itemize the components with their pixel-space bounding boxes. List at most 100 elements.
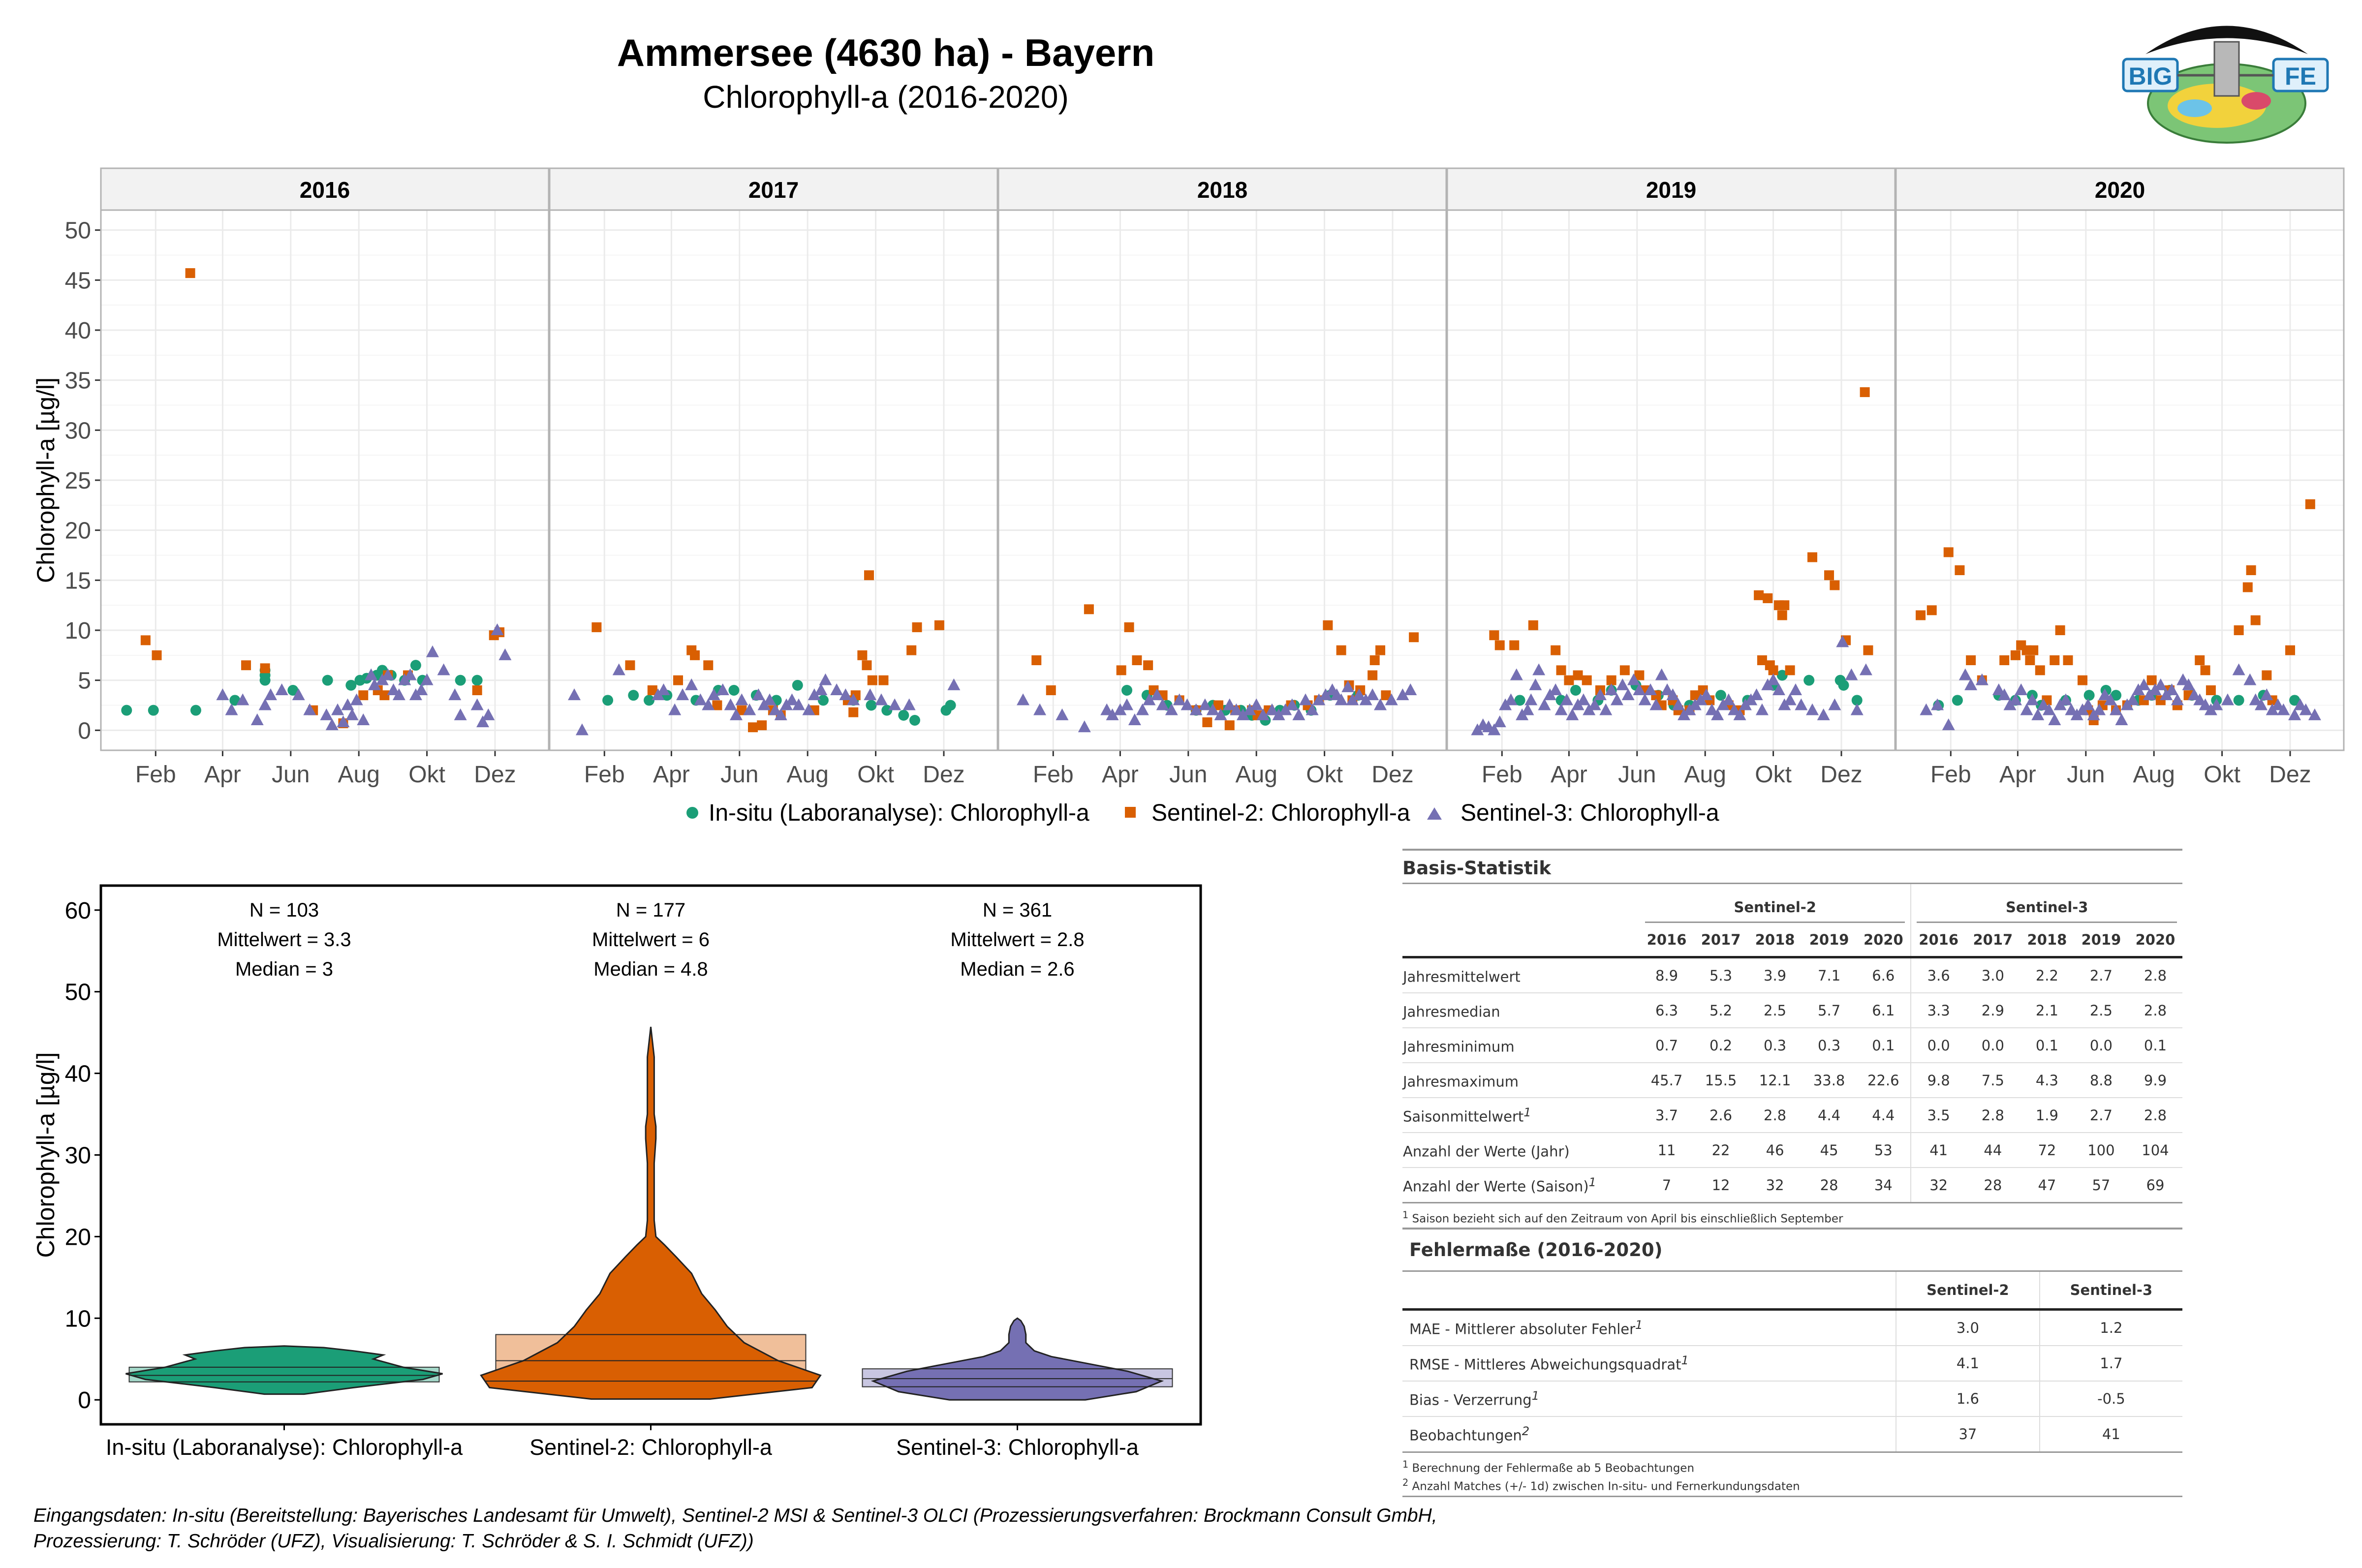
point-sentinel3 — [387, 683, 400, 695]
point-sentinel3 — [575, 723, 589, 736]
basis-cell: 47 — [2020, 1168, 2074, 1203]
basis-cell: 0.3 — [1802, 1028, 1857, 1063]
point-sentinel3 — [1828, 698, 1841, 710]
point-insitu — [322, 675, 333, 686]
point-sentinel3 — [420, 673, 434, 685]
point-sentinel2 — [1785, 665, 1795, 676]
point-sentinel3 — [1711, 708, 1724, 720]
point-sentinel2 — [1606, 675, 1616, 685]
point-sentinel2 — [1143, 660, 1153, 671]
point-sentinel3 — [2126, 693, 2140, 706]
point-insitu — [1121, 685, 1133, 696]
point-sentinel2 — [712, 700, 722, 710]
legend-s2-label: Sentinel-2: Chlorophyll-a — [1151, 800, 1410, 826]
facet-border-2016 — [100, 209, 550, 751]
point-sentinel3 — [2048, 713, 2061, 725]
violin-median-label: Median = 2.6 — [960, 958, 1074, 980]
scatter-y-tick-label: 20 — [65, 518, 91, 544]
facet-x-tick-label: Feb — [1930, 762, 1971, 788]
page-title: Ammersee (4630 ha) - Bayern — [617, 31, 1155, 74]
logo-text-fe: FE — [2285, 62, 2316, 90]
point-sentinel2 — [2146, 675, 2157, 685]
point-sentinel2 — [1690, 690, 1700, 701]
basis-cell: 7.5 — [1965, 1063, 2020, 1098]
point-sentinel3 — [612, 663, 625, 676]
point-sentinel2 — [241, 660, 251, 671]
point-sentinel3 — [236, 693, 249, 706]
point-sentinel2 — [878, 675, 889, 685]
point-sentinel3 — [216, 688, 229, 701]
facet-x-tick-label: Apr — [653, 762, 690, 788]
basis-year-s3-2018: 2018 — [2020, 923, 2074, 958]
point-sentinel3 — [1279, 703, 1292, 715]
point-sentinel3 — [668, 703, 682, 715]
violin-mean-label: Mittelwert = 2.8 — [950, 929, 1084, 951]
point-sentinel3 — [381, 668, 395, 680]
point-sentinel2 — [2010, 650, 2020, 660]
point-insitu — [817, 695, 829, 706]
point-sentinel3 — [1920, 703, 1933, 715]
point-sentinel3 — [1396, 688, 1409, 701]
basis-cell: 34 — [1856, 1168, 1912, 1203]
fehler-cell-s3: 1.7 — [2039, 1346, 2182, 1382]
basis-cell: 0.3 — [1748, 1028, 1803, 1063]
point-sentinel3 — [1100, 703, 1114, 715]
point-sentinel2 — [1528, 620, 1538, 630]
point-sentinel3 — [1346, 693, 1359, 706]
point-sentinel3 — [785, 693, 799, 706]
point-sentinel3 — [902, 698, 916, 710]
point-sentinel3 — [303, 703, 316, 715]
point-sentinel2 — [2206, 685, 2216, 695]
point-sentinel3 — [320, 708, 333, 720]
point-sentinel2 — [1619, 665, 1630, 676]
point-sentinel3 — [1136, 703, 1149, 715]
point-sentinel3 — [2009, 693, 2022, 706]
point-sentinel3 — [368, 678, 381, 690]
fehler-row-label: MAE - Mittlerer absoluter Fehler1 — [1402, 1309, 1896, 1346]
point-sentinel3 — [1243, 703, 1256, 715]
point-sentinel3 — [2260, 688, 2273, 701]
basis-cell: 0.7 — [1640, 1028, 1694, 1063]
basis-cell: 45 — [1802, 1133, 1857, 1168]
facet-x-tick-label: Dez — [2269, 762, 2311, 788]
fehler-cell-s3: -0.5 — [2039, 1381, 2182, 1417]
violin-panel-border — [99, 884, 1202, 1426]
point-sentinel3 — [1106, 708, 1119, 720]
point-sentinel3 — [2059, 693, 2072, 706]
point-sentinel3 — [2031, 708, 2045, 720]
point-sentinel3 — [864, 688, 877, 701]
legend-s3-marker — [1427, 807, 1442, 820]
basis-cell: 9.9 — [2128, 1063, 2182, 1098]
point-sentinel3 — [1795, 698, 1808, 710]
point-sentinel3 — [819, 673, 832, 685]
violin-group-1: N = 177 Mittelwert = 6 Median = 4.8 Sentine… — [480, 899, 822, 1460]
facet-2017: 2017 Feb Apr Jun Aug Okt Dez — [549, 167, 998, 788]
point-insitu — [471, 675, 483, 686]
basis-year-s2-2019: 2019 — [1802, 923, 1857, 958]
point-sentinel2 — [1367, 670, 1378, 680]
point-insitu — [1715, 690, 1726, 701]
basis-year-s2-2018: 2018 — [1748, 923, 1803, 958]
point-sentinel3 — [1577, 693, 1590, 706]
point-sentinel3 — [426, 645, 439, 657]
point-sentinel3 — [1181, 698, 1194, 710]
point-sentinel3 — [1672, 698, 1685, 710]
point-sentinel3 — [258, 698, 272, 710]
point-sentinel3 — [1931, 698, 1944, 710]
point-sentinel2 — [358, 690, 369, 701]
point-sentinel3 — [707, 688, 720, 701]
point-sentinel3 — [1666, 688, 1679, 701]
fehlermasse-table: Fehlermaße (2016-2020) Sentinel-2 Sentin… — [1402, 1228, 2182, 1498]
point-sentinel3 — [2232, 663, 2245, 676]
point-sentinel3 — [1173, 693, 1186, 706]
facet-2016: 2016 Feb Apr Jun Aug Okt Dez — [100, 167, 550, 788]
violin-group-2: N = 361 Mittelwert = 2.8 Median = 2.6 Senti… — [862, 899, 1173, 1460]
point-sentinel2 — [1509, 640, 1520, 650]
basis-cell: 2.5 — [2074, 993, 2128, 1028]
scatter-y-tick-label: 30 — [65, 418, 91, 444]
point-sentinel3 — [1722, 693, 1735, 706]
point-sentinel3 — [2165, 683, 2178, 695]
violin-mean-label: Mittelwert = 3.3 — [217, 929, 351, 951]
point-sentinel3 — [1705, 703, 1718, 715]
facet-x-tick-label: Jun — [720, 762, 758, 788]
